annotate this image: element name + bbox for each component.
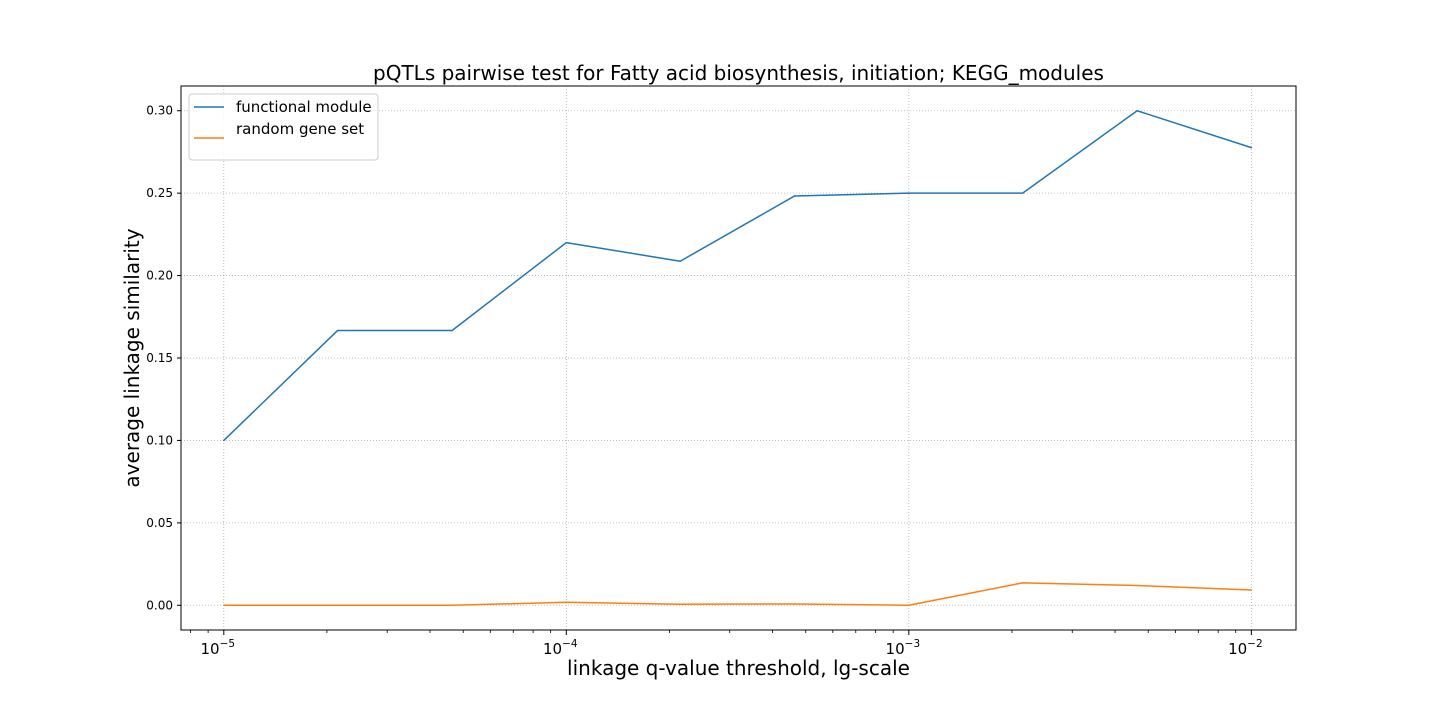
plot-frame xyxy=(180,85,1297,631)
series-1-point xyxy=(679,260,681,262)
grid-lines xyxy=(181,86,1296,630)
series-1-point xyxy=(908,192,910,194)
x-axis-label: linkage q-value threshold, lg-scale xyxy=(567,656,910,680)
series-1-point xyxy=(1021,192,1024,194)
series-1-point xyxy=(1250,146,1253,149)
x-tick-label: 10−4 xyxy=(543,638,578,658)
series-2-point xyxy=(565,601,568,604)
legend-label: functional module xyxy=(236,98,372,116)
series-2-point xyxy=(908,604,910,607)
series-2-point xyxy=(1021,582,1024,584)
y-tick-label: 0.30 xyxy=(146,104,173,118)
y-tick-label: 0.15 xyxy=(146,351,173,365)
chart-title: pQTLs pairwise test for Fatty acid biosy… xyxy=(373,61,1104,85)
x-tick-label: 10−3 xyxy=(886,638,921,658)
x-tick-label: 10−5 xyxy=(201,638,236,658)
series-1-point xyxy=(336,329,339,332)
series-1-point xyxy=(565,241,568,244)
y-tick-label: 0.25 xyxy=(146,186,173,200)
series-1-point xyxy=(793,195,796,197)
y-axis-ticks: 0.00 0.05 0.10 0.15 0.20 0.25 0.30 xyxy=(146,104,181,612)
series-2-point xyxy=(1136,584,1138,587)
y-tick-label: 0.20 xyxy=(146,269,173,283)
series-2-point xyxy=(679,603,681,606)
series-line-2 xyxy=(223,582,1252,607)
y-tick-label: 0.10 xyxy=(146,433,173,447)
y-tick-label: 0.05 xyxy=(146,516,173,530)
series-2-point xyxy=(793,603,796,605)
series-1-point xyxy=(451,329,453,332)
series-2-point xyxy=(451,604,453,607)
series-2-point xyxy=(223,604,225,607)
legend-box xyxy=(188,93,379,161)
series-1-point xyxy=(223,439,225,442)
x-tick-label: 10−2 xyxy=(1228,638,1263,658)
series-2-point xyxy=(336,604,339,607)
x-axis-ticks: 10−5 10−4 10−3 10−2 xyxy=(190,630,1263,658)
legend-label: random gene set xyxy=(236,120,364,138)
series-lines xyxy=(223,109,1253,607)
legend: functional module random gene set xyxy=(188,93,379,161)
series-1-point xyxy=(1136,109,1138,112)
series-line-1 xyxy=(223,109,1252,441)
series-2-point xyxy=(1250,589,1253,591)
y-axis-label: average linkage similarity xyxy=(120,228,144,487)
y-tick-label: 0.00 xyxy=(146,598,173,612)
